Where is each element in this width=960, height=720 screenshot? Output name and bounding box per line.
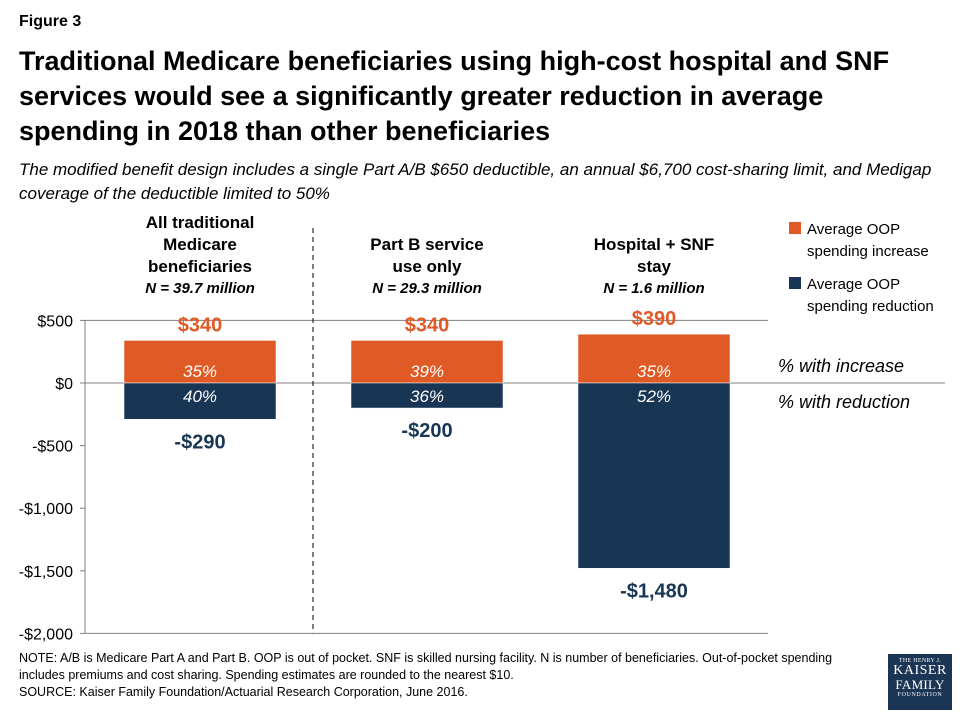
bar-reduction [577, 382, 731, 569]
row-annotation-reduction: % with reduction [778, 392, 910, 412]
logo-line-4: FOUNDATION [897, 692, 943, 698]
pct-reduction-label: 40% [183, 387, 217, 406]
row-annotation-increase: % with increase [778, 356, 904, 376]
chart-area: $500 $0 -$500 -$1,000 -$1,500 -$2,000 All trad… [19, 213, 945, 643]
category-label: Hospital + SNF [594, 235, 714, 254]
legend-label: spending increase [807, 243, 929, 260]
y-tick-label: -$1,000 [19, 501, 73, 518]
bar-increase [577, 333, 731, 384]
bar-reduction [350, 382, 504, 409]
category-n-label: N = 29.3 million [372, 280, 482, 297]
logo-line-2: KAISER [893, 663, 947, 678]
pct-increase-label: 35% [637, 362, 671, 381]
figure-label: Figure 3 [19, 13, 82, 30]
category-label: beneficiaries [148, 257, 252, 276]
legend-swatch-reduction [789, 277, 801, 289]
reduction-value-label: -$200 [401, 420, 452, 442]
increase-value-label: $340 [405, 314, 450, 336]
y-tick-label: -$1,500 [19, 564, 73, 581]
bar-increase [123, 340, 277, 384]
pct-increase-label: 35% [183, 362, 217, 381]
category-label: use only [393, 257, 463, 276]
pct-reduction-label: 36% [410, 387, 444, 406]
reduction-value-label: -$1,480 [620, 580, 688, 602]
increase-value-label: $390 [632, 308, 677, 330]
category-label: All traditional [146, 213, 255, 232]
chart-title: Traditional Medicare beneficiaries using… [19, 46, 890, 146]
y-tick-label: $0 [55, 376, 73, 393]
legend-swatch-increase [789, 222, 801, 234]
footnote: NOTE: A/B is Medicare Part A and Part B.… [19, 650, 874, 701]
reduction-value-label: -$290 [174, 431, 225, 453]
y-tick-label: $500 [37, 313, 73, 330]
category-label: Part B service [370, 235, 483, 254]
increase-value-label: $340 [178, 314, 223, 336]
pct-reduction-label: 52% [637, 387, 671, 406]
category-label: Medicare [163, 235, 237, 254]
bar-reduction [123, 382, 277, 420]
y-tick-label: -$500 [32, 439, 73, 456]
kff-logo: THE HENRY J. KAISER FAMILY FOUNDATION [888, 654, 952, 710]
note-text: NOTE: A/B is Medicare Part A and Part B.… [19, 651, 833, 682]
logo-line-3: FAMILY [895, 677, 945, 692]
chart-subtitle: The modified benefit design includes a s… [19, 160, 932, 203]
legend-label: Average OOP [807, 276, 900, 293]
y-tick-label: -$2,000 [19, 626, 73, 643]
legend-label: Average OOP [807, 221, 900, 238]
pct-increase-label: 39% [410, 362, 444, 381]
source-text: SOURCE: Kaiser Family Foundation/Actuari… [19, 685, 468, 699]
logo-line-1: THE HENRY J. [898, 658, 942, 664]
legend-label: spending reduction [807, 298, 934, 315]
category-n-label: N = 1.6 million [603, 280, 704, 297]
category-n-label: N = 39.7 million [145, 280, 255, 297]
category-label: stay [637, 257, 672, 276]
